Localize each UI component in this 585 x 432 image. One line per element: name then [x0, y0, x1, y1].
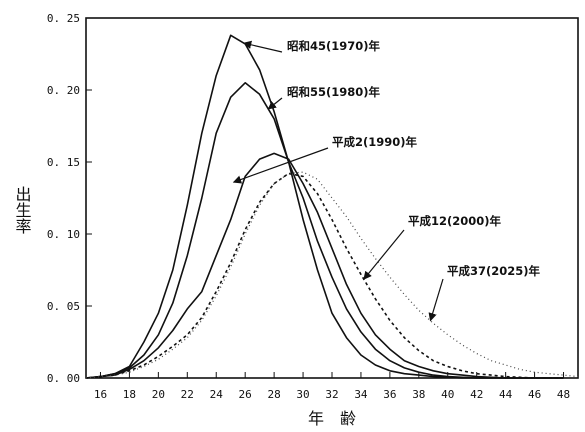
y-axis-title: 出生率 [13, 186, 32, 234]
annotation-arrow-2 [267, 97, 283, 110]
annotation-label-3: 平成2(1990)年 [332, 135, 418, 149]
x-tick-label: 38 [412, 388, 425, 401]
annotation-arrow-4 [363, 229, 405, 280]
y-tick-label: 0. 15 [47, 156, 80, 169]
y-tick-label: 0. 25 [47, 12, 80, 25]
x-axis-ticks: 16 18 20 22 24 26 28 30 32 34 36 38 40 42 44 46 48 [94, 372, 570, 401]
x-tick-label: 24 [210, 388, 224, 401]
x-tick-label: 18 [123, 388, 136, 401]
x-tick-label: 22 [181, 388, 194, 401]
annotation-label-1: 昭和45(1970)年 [287, 39, 381, 53]
annotation-arrow-1 [242, 40, 283, 53]
x-tick-label: 40 [441, 388, 454, 401]
series-line-3 [85, 152, 564, 379]
annotation-arrow-5 [428, 278, 444, 322]
x-tick-label: 46 [528, 388, 541, 401]
annotation-arrow-3 [232, 147, 329, 184]
series-line-4 [85, 172, 564, 379]
y-tick-label: 0. 10 [47, 228, 80, 241]
x-tick-label: 48 [557, 388, 570, 401]
plot-frame [85, 17, 579, 379]
x-axis-title: 年 齢 [308, 409, 356, 428]
y-tick-label: 0. 00 [47, 372, 80, 385]
annotation-label-2: 昭和55(1980)年 [287, 85, 381, 99]
series-layer [85, 34, 579, 379]
x-tick-label: 30 [296, 388, 309, 401]
x-tick-label: 16 [94, 388, 107, 401]
x-tick-label: 28 [267, 388, 280, 401]
y-tick-label: 0. 05 [47, 300, 80, 313]
y-axis-ticks: 0. 00 0. 05 0. 10 0. 15 0. 20 0. 25 [47, 12, 92, 385]
annotation-layer: 昭和45(1970)年昭和55(1980)年平成2(1990)年平成12(200… [232, 39, 541, 322]
x-tick-label: 34 [354, 388, 368, 401]
y-tick-label: 0. 20 [47, 84, 80, 97]
annotation-label-5: 平成37(2025)年 [447, 264, 541, 278]
x-tick-label: 26 [239, 388, 252, 401]
x-tick-label: 20 [152, 388, 165, 401]
annotation-label-4: 平成12(2000)年 [408, 214, 502, 228]
x-tick-label: 44 [499, 388, 513, 401]
x-tick-label: 36 [383, 388, 396, 401]
series-line-2 [85, 82, 564, 379]
x-tick-label: 32 [325, 388, 338, 401]
x-tick-label: 42 [470, 388, 483, 401]
